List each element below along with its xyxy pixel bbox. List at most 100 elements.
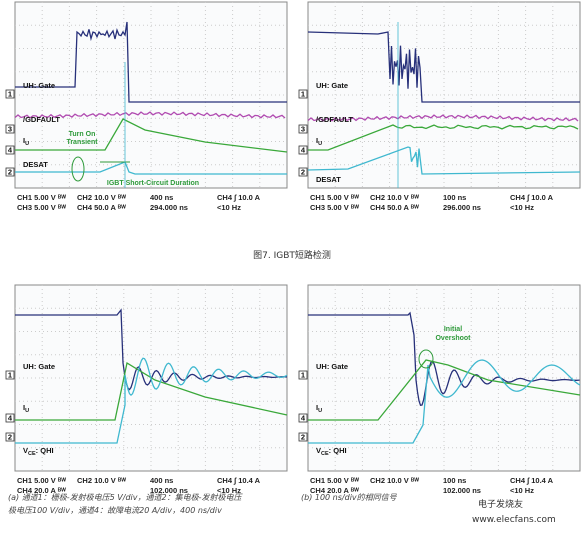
- channel-number: 4: [8, 146, 13, 155]
- channel-number: 1: [301, 90, 305, 99]
- waveform: [15, 21, 287, 103]
- channel-label: UH: Gate: [316, 81, 348, 90]
- waveform: [307, 31, 580, 103]
- label-subscript: U: [318, 141, 322, 147]
- label-main: UH: Gate: [23, 81, 55, 90]
- label-subscript: CE: [321, 451, 329, 457]
- waveform: [15, 361, 288, 421]
- scope-info: CH3 5.00 V ᴮᵂ: [310, 203, 359, 212]
- scope-info: CH1 5.00 V ᴮᵂ: [17, 476, 66, 485]
- channel-number: 1: [8, 371, 12, 380]
- watermark: www.elecfans.com: [472, 515, 556, 525]
- scope-info: 100 ns: [443, 476, 466, 485]
- label-suffix: : QHI: [36, 446, 54, 455]
- label-main: UH: Gate: [316, 81, 348, 90]
- scope-info: CH4 50.0 A ᴮᵂ: [370, 203, 419, 212]
- watermark: 电子发烧友: [478, 498, 523, 510]
- channel-label: DESAT: [23, 160, 48, 169]
- channel-marker: [298, 145, 308, 155]
- annotation: IGBT Short-Circuit Duration: [107, 180, 199, 187]
- annotation-ellipse: [418, 349, 434, 369]
- channel-number: 2: [301, 433, 305, 442]
- label-main: I: [316, 403, 318, 412]
- channel-label: UH: Gate: [23, 362, 55, 371]
- label-main: UH: Gate: [316, 362, 348, 371]
- channel-label: VCE: QHI: [23, 446, 54, 457]
- label-main: /GDFAULT: [316, 115, 353, 124]
- waveform: [15, 161, 287, 175]
- waveform: [15, 118, 288, 153]
- channel-number: 2: [8, 168, 12, 177]
- scope-panel: 1 UH: Gate 3/GDFAULT 4 IU 2 DESAT CH1 5.00 V ᴮᵂ…: [298, 1, 581, 212]
- annotation-ellipse: [71, 156, 85, 182]
- label-suffix: : QHI: [329, 446, 347, 455]
- channel-number: 2: [8, 433, 12, 442]
- label-subscript: CE: [28, 451, 36, 457]
- channel-label: IU: [23, 403, 29, 414]
- scope-info: CH4 ∫ 10.0 A: [217, 193, 261, 202]
- channel-number: 3: [301, 125, 305, 134]
- channel-label: UH: Gate: [23, 81, 55, 90]
- waveform: [308, 359, 581, 444]
- channel-marker: [298, 432, 308, 442]
- waveform: [14, 111, 286, 119]
- scope-info: 102.000 ns: [150, 486, 188, 495]
- channel-number: 1: [301, 371, 305, 380]
- scope-info: CH4 20.0 A ᴮᵂ: [17, 486, 66, 495]
- scope-info: 102.000 ns: [443, 486, 481, 495]
- scope-panel: 1 UH: Gate 4 IU 2 VCE: QHI CH1 5.00 V ᴮᵂ CH2 10…: [5, 284, 288, 495]
- channel-label: DESAT: [316, 175, 341, 184]
- waveform: [307, 114, 579, 122]
- channel-marker: [5, 145, 15, 155]
- label-main: I: [316, 136, 318, 145]
- channel-label: /GDFAULT: [316, 115, 353, 124]
- channel-number: 1: [8, 90, 12, 99]
- channel-marker: [298, 89, 308, 99]
- channel-label: /GDFAULT: [23, 115, 60, 124]
- channel-number: 4: [8, 414, 13, 423]
- scope-info: CH1 5.00 V ᴮᵂ: [310, 476, 359, 485]
- annotation: Transient: [66, 139, 98, 146]
- scope-info: CH2 10.0 V ᴮᵂ: [77, 476, 126, 485]
- annotation: Initial: [444, 326, 462, 333]
- scope-info: 296.000 ns: [443, 203, 481, 212]
- channel-marker: [5, 124, 15, 134]
- label-subscript: U: [25, 141, 29, 147]
- scope-info: CH3 5.00 V ᴮᵂ: [17, 203, 66, 212]
- channel-label: IU: [316, 136, 322, 147]
- scope-info: CH2 10.0 V ᴮᵂ: [370, 476, 419, 485]
- scope-info: CH2 10.0 V ᴮᵂ: [370, 193, 419, 202]
- scope-info: <10 Hz: [510, 486, 534, 495]
- figure-caption: 图7. IGBT短路检测: [253, 249, 331, 261]
- scope-info: 400 ns: [150, 476, 173, 485]
- waveform: [308, 311, 580, 407]
- caption-b: (b) 100 ns/div的相同信号: [301, 493, 398, 502]
- channel-marker: [5, 413, 15, 423]
- channel-marker: [298, 413, 308, 423]
- channel-label: VCE: QHI: [316, 446, 347, 457]
- channel-marker: [298, 370, 308, 380]
- scope-info: <10 Hz: [217, 486, 241, 495]
- scope-info: CH4 20.0 A ᴮᵂ: [310, 486, 359, 495]
- channel-label: IU: [316, 403, 322, 414]
- channel-marker: [5, 167, 15, 177]
- label-main: UH: Gate: [23, 362, 55, 371]
- scope-info: CH4 ∫ 10.4 A: [510, 476, 554, 485]
- label-main: /GDFAULT: [23, 115, 60, 124]
- scope-info: CH1 5.00 V ᴮᵂ: [310, 193, 359, 202]
- channel-marker: [5, 89, 15, 99]
- label-main: DESAT: [316, 175, 341, 184]
- channel-label: IU: [23, 136, 29, 147]
- label-main: I: [23, 136, 25, 145]
- channel-number: 3: [8, 125, 12, 134]
- channel-marker: [5, 432, 15, 442]
- scope-info: <10 Hz: [510, 203, 534, 212]
- scope-info: CH4 50.0 A ᴮᵂ: [77, 203, 126, 212]
- waveform: [308, 124, 579, 151]
- scope-info: <10 Hz: [217, 203, 241, 212]
- label-main: DESAT: [23, 160, 48, 169]
- label-main: V: [316, 446, 321, 455]
- scope-info: CH1 5.00 V ᴮᵂ: [17, 193, 66, 202]
